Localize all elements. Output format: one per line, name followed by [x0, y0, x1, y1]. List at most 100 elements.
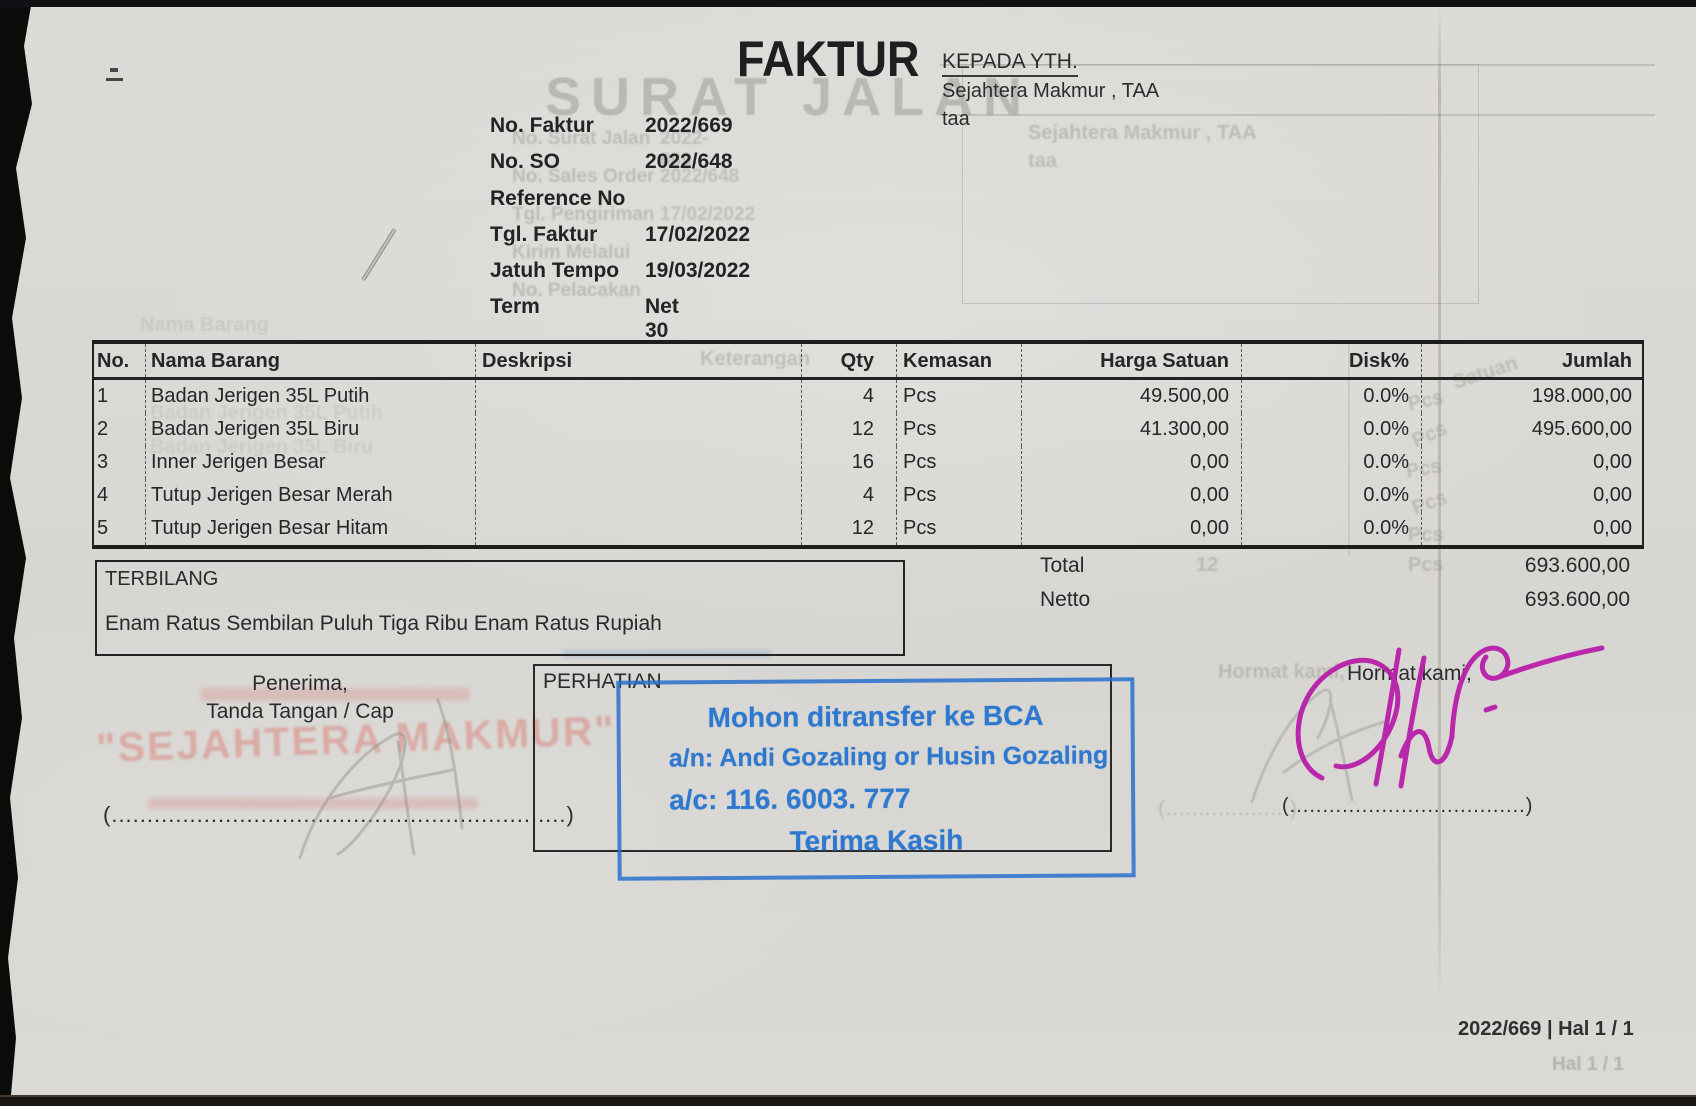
header-no: No.	[94, 344, 146, 377]
netto-label: Netto	[1040, 588, 1091, 611]
cell-kemasan: Pcs	[897, 479, 1022, 512]
cell-nama: Inner Jerigen Besar	[146, 446, 476, 479]
stamp-line-account-number: a/c: 116. 6003. 777	[669, 782, 911, 816]
hormat-kami-label: Hormat kami,	[1347, 662, 1472, 685]
meta-row-tgl-faktur: Tgl. Faktur 17/02/2022	[490, 223, 750, 247]
pen-mark	[110, 68, 118, 72]
cell-kemasan: Pcs	[897, 380, 1022, 413]
ghost-recipient-box	[962, 64, 1479, 304]
cell-jumlah: 198.000,00	[1531, 385, 1632, 407]
ghost-red-stamp-line	[148, 798, 478, 809]
cell-nama: Badan Jerigen 35L Biru	[146, 413, 476, 446]
ghost-table-column-line	[1348, 344, 1350, 556]
cell-nama: Tutup Jerigen Besar Merah	[146, 479, 476, 512]
netto-value: 693.600,00	[1524, 588, 1630, 611]
penerima-label: Penerima,	[252, 672, 348, 695]
cell-qty: 12	[802, 512, 897, 545]
meta-label: Jatuh Tempo	[490, 259, 620, 282]
terbilang-label: TERBILANG	[105, 568, 219, 590]
cell-no: 1	[94, 380, 146, 413]
total-value: 693.600,00	[1524, 554, 1630, 577]
cell-no: 2	[94, 413, 146, 446]
terbilang-text: Enam Ratus Sembilan Puluh Tiga Ribu Enam…	[105, 612, 662, 635]
header-kemasan: Kemasan	[897, 344, 1022, 377]
cell-qty: 4	[802, 380, 897, 413]
cell-nama: Badan Jerigen 35L Putih	[146, 380, 476, 413]
header-qty: Qty	[802, 344, 897, 377]
meta-label: Tgl. Faktur	[490, 223, 598, 246]
header-harga-satuan: Harga Satuan	[1022, 344, 1242, 377]
header-disk: Disk%	[1242, 344, 1422, 377]
ghost-recipient-line2: taa	[1028, 150, 1057, 172]
cell-disk: 0.0%	[1242, 512, 1422, 545]
cell-kemasan: Pcs	[897, 512, 1022, 545]
ghost-recipient-name: Sejahtera Makmur , TAA	[1028, 122, 1257, 144]
stamp-line-bank: Mohon ditransfer ke BCA	[707, 699, 1044, 734]
cell-harga: 0,00	[1022, 512, 1242, 545]
cell-harga: 41.300,00	[1022, 413, 1242, 446]
cell-jumlah: 0,00	[1593, 517, 1632, 539]
cell-kemasan: Pcs	[897, 413, 1022, 446]
cell-qty: 12	[802, 413, 897, 446]
cell-jumlah: 0,00	[1593, 484, 1632, 506]
ghost-qty-12: 12	[1196, 554, 1219, 576]
cell-disk: 0.0%	[1242, 446, 1422, 479]
meta-value: 19/03/2022	[645, 259, 751, 282]
ghost-meta-value: 2022-669	[660, 128, 709, 171]
cell-qty: 4	[802, 479, 897, 512]
table-header-row: No. Nama Barang Deskripsi Qty Kemasan Ha…	[94, 344, 1642, 380]
bank-transfer-stamp: Mohon ditransfer ke BCA a/n: Andi Gozali…	[616, 677, 1136, 881]
ghost-meta-label: No. Surat Jalan	[512, 128, 651, 149]
page-info: 2022/669 | Hal 1 / 1	[1458, 1018, 1634, 1040]
scan-bottom-edge	[0, 1095, 1696, 1106]
cell-no: 5	[94, 512, 146, 545]
meta-value: 2022/669	[645, 114, 733, 137]
ghost-pcs: Pcs	[1408, 524, 1444, 546]
table-row: 2 Badan Jerigen 35L Biru 12 Pcs 41.300,0…	[94, 413, 1642, 446]
cell-harga: 49.500,00	[1022, 380, 1242, 413]
meta-value: 17/02/2022	[645, 223, 751, 246]
recipient-label: KEPADA YTH.	[942, 50, 1078, 77]
cell-harga: 0,00	[1022, 479, 1242, 512]
ghost-meta-label: Tgl. Pengiriman	[512, 204, 655, 225]
header-deskripsi: Deskripsi	[476, 344, 802, 377]
terbilang-box: TERBILANG Enam Ratus Sembilan Puluh Tiga…	[95, 560, 905, 656]
scan-top-edge	[0, 0, 1696, 7]
total-label: Total	[1040, 554, 1085, 577]
cell-nama: Tutup Jerigen Besar Hitam	[146, 512, 476, 545]
cell-disk: 0.0%	[1242, 380, 1422, 413]
meta-label: Reference No	[490, 187, 626, 210]
table-row: 5 Tutup Jerigen Besar Hitam 12 Pcs 0,00 …	[94, 512, 1642, 545]
cell-jumlah: 0,00	[1593, 451, 1632, 473]
ghost-red-stamp-line	[200, 688, 470, 701]
table-row: 1 Badan Jerigen 35L Putih 4 Pcs 49.500,0…	[94, 380, 1642, 413]
ghost-page-info: Hal 1 / 1	[1552, 1054, 1624, 1075]
document-title: FAKTUR	[737, 31, 920, 87]
perhatian-box: PERHATIAN	[533, 664, 1112, 852]
paper	[0, 4, 1696, 1100]
ghost-meta-row: No. Sales Order 2022/648	[512, 166, 739, 188]
cell-deskripsi	[476, 512, 802, 545]
cell-deskripsi	[476, 446, 802, 479]
meta-label: No. Faktur	[490, 114, 594, 137]
stamp-line-account-name: a/n: Andi Gozaling or Husin Gozaling	[668, 741, 1109, 773]
ghost-dotted-line: (...................)	[1158, 798, 1298, 820]
ghost-meta-value: 17/02/2022	[660, 204, 756, 225]
meta-label: No. SO	[490, 150, 561, 173]
stamp-line-thanks: Terima Kasih	[789, 824, 964, 857]
perhatian-label: PERHATIAN	[543, 670, 662, 693]
tanda-tangan-cap-label: Tanda Tangan / Cap	[206, 700, 394, 723]
ghost-meta-value: 2022/648	[660, 166, 740, 187]
cell-no: 4	[94, 479, 146, 512]
meta-value: Net 30	[645, 295, 679, 342]
meta-row-term: Term Net 30	[490, 295, 679, 342]
ghost-meta-label: No. Sales Order	[512, 166, 655, 187]
meta-value: 2022/648	[645, 150, 733, 173]
meta-row-no-so: No. SO 2022/648	[490, 150, 733, 174]
meta-row-jatuh-tempo: Jatuh Tempo 19/03/2022	[490, 259, 750, 283]
cell-disk: 0.0%	[1242, 413, 1422, 446]
ghost-meta-label: No. Pelacakan	[512, 280, 641, 301]
ghost-meta-row: No. Pelacakan	[512, 280, 641, 302]
ghost-meta-row: No. Surat Jalan 2022-669	[512, 128, 709, 171]
